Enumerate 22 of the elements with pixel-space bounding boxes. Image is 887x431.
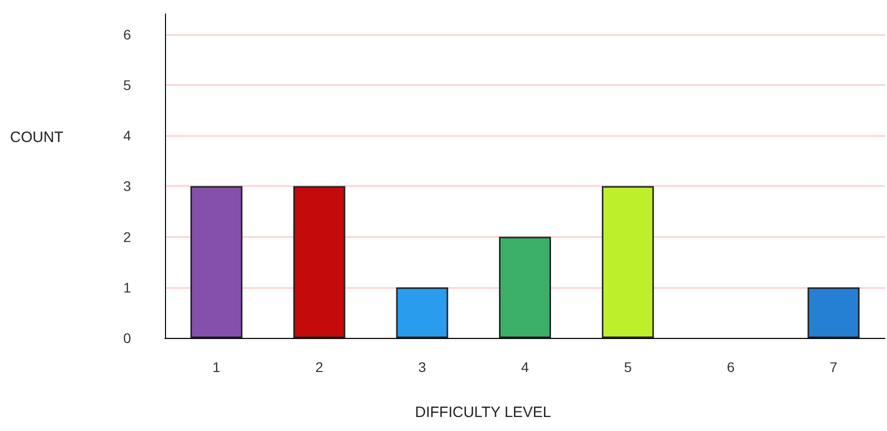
x-tick-label: 2 xyxy=(315,359,324,375)
x-tick-label: 5 xyxy=(624,359,632,375)
y-tick-label: 4 xyxy=(123,128,132,144)
bar xyxy=(396,287,448,338)
y-tick-label: 2 xyxy=(123,228,132,245)
bar xyxy=(808,287,860,338)
y-tick-label: 0 xyxy=(123,330,132,346)
y-tick-label: 6 xyxy=(123,26,132,42)
y-tick-label: 5 xyxy=(123,76,132,93)
bar xyxy=(293,186,346,338)
y-tick-label: 1 xyxy=(123,279,132,296)
bar xyxy=(602,186,654,338)
x-tick-label: 1 xyxy=(212,359,221,375)
x-tick-label: 6 xyxy=(726,359,735,375)
bar xyxy=(190,186,242,338)
x-tick-label: 3 xyxy=(418,359,426,375)
y-tick-label: 3 xyxy=(123,178,132,194)
x-tick-label: 7 xyxy=(830,359,838,375)
x-axis-title: DIFFICULTY LEVEL xyxy=(415,404,552,421)
x-tick-label: 4 xyxy=(521,359,530,375)
bar xyxy=(499,236,551,338)
y-axis-title: COUNT xyxy=(10,129,64,146)
